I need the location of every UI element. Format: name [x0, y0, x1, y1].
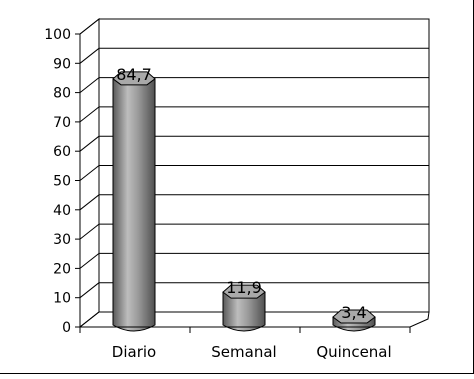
- y-tick-label: 80: [53, 86, 71, 102]
- y-tick-label: 0: [62, 320, 71, 336]
- data-label: 3,4: [341, 303, 366, 322]
- y-tick-label: 100: [44, 27, 71, 43]
- bar-top: [112, 71, 156, 86]
- data-labels: 84,7 11,9 3,4: [116, 65, 367, 322]
- gridline-side-80: [79, 77, 100, 93]
- bar-diario: [112, 71, 156, 332]
- x-axis: Diario Semanal Quincenal: [79, 326, 411, 361]
- gridline-side-50: [79, 165, 100, 181]
- y-tick-label: 40: [53, 203, 71, 219]
- bar-semanal: [222, 284, 266, 332]
- gridline-side-0: [79, 311, 100, 328]
- gridline-side-40: [79, 194, 100, 211]
- x-tick-label: Diario: [112, 343, 156, 361]
- y-tick-label: 70: [53, 115, 71, 131]
- y-axis: 0 10 20 30 40 50 60 70 80 90 100: [44, 27, 81, 336]
- y-tick-label: 30: [53, 232, 71, 248]
- gridline-side-60: [79, 135, 100, 152]
- x-tick-label: Semanal: [211, 343, 276, 361]
- data-label: 84,7: [116, 65, 152, 84]
- bar-top: [222, 284, 266, 299]
- gridline-side-90: [79, 47, 100, 64]
- gridline-side-70: [79, 106, 100, 123]
- bars: [112, 71, 376, 332]
- y-tick-label: 10: [53, 291, 71, 307]
- y-tick-label: 20: [53, 261, 71, 277]
- x-tick-label: Quincenal: [316, 343, 391, 361]
- gridline-side-20: [79, 253, 100, 269]
- bar-body: [222, 291, 266, 332]
- gridline-side-100: [79, 18, 100, 35]
- bar-quincenal: [332, 309, 376, 332]
- data-label: 11,9: [226, 278, 262, 297]
- gridline-side-30: [79, 223, 100, 240]
- bar-body: [112, 78, 156, 332]
- y-tick-label: 60: [53, 144, 71, 160]
- y-tick-label: 90: [53, 56, 71, 72]
- bar-top: [332, 309, 376, 324]
- gridline-side-10: [79, 282, 100, 299]
- y-tick-label: 50: [53, 174, 71, 190]
